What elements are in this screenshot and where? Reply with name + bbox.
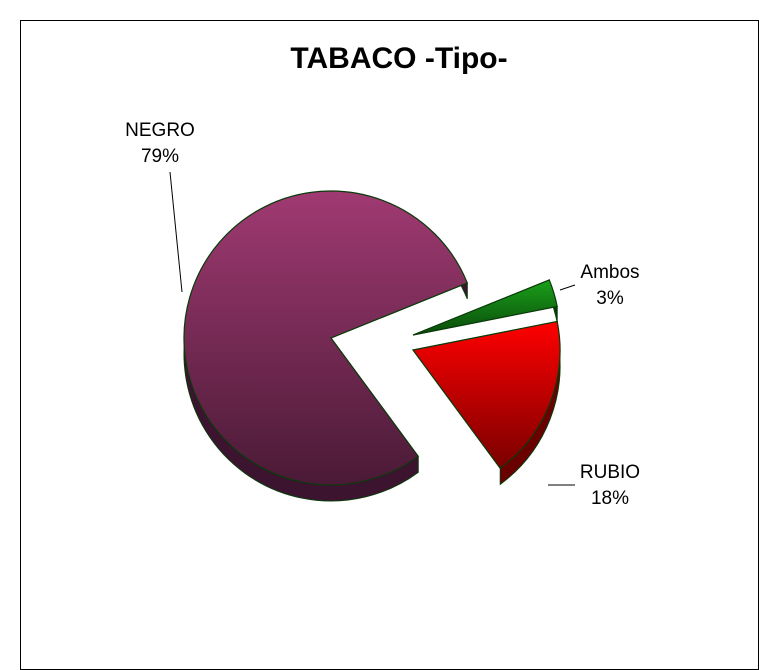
data-label-name-negro: NEGRO bbox=[125, 120, 195, 141]
chart-frame bbox=[20, 20, 759, 670]
pie-slice-ambos[interactable] bbox=[412, 279, 558, 336]
pie-chart: TABACO -Tipo- Ambos 3% RUBIO 18% NEGRO 79% bbox=[125, 42, 640, 509]
pie-slices bbox=[183, 190, 561, 502]
chart-title: TABACO -Tipo- bbox=[290, 42, 507, 75]
leader-line-negro bbox=[169, 171, 183, 293]
data-label-name-ambos: Ambos bbox=[580, 262, 639, 283]
pie-labels: Ambos 3% RUBIO 18% NEGRO 79% bbox=[125, 120, 640, 509]
pie-slice-rubio[interactable] bbox=[411, 320, 561, 470]
data-label-pct-ambos: 3% bbox=[596, 288, 624, 309]
data-label-name-rubio: RUBIO bbox=[580, 462, 640, 483]
pie-slice-negro[interactable] bbox=[183, 190, 469, 486]
leader-line-ambos bbox=[559, 284, 576, 291]
data-label-pct-negro: 79% bbox=[141, 146, 179, 167]
data-label-pct-rubio: 18% bbox=[591, 488, 629, 509]
